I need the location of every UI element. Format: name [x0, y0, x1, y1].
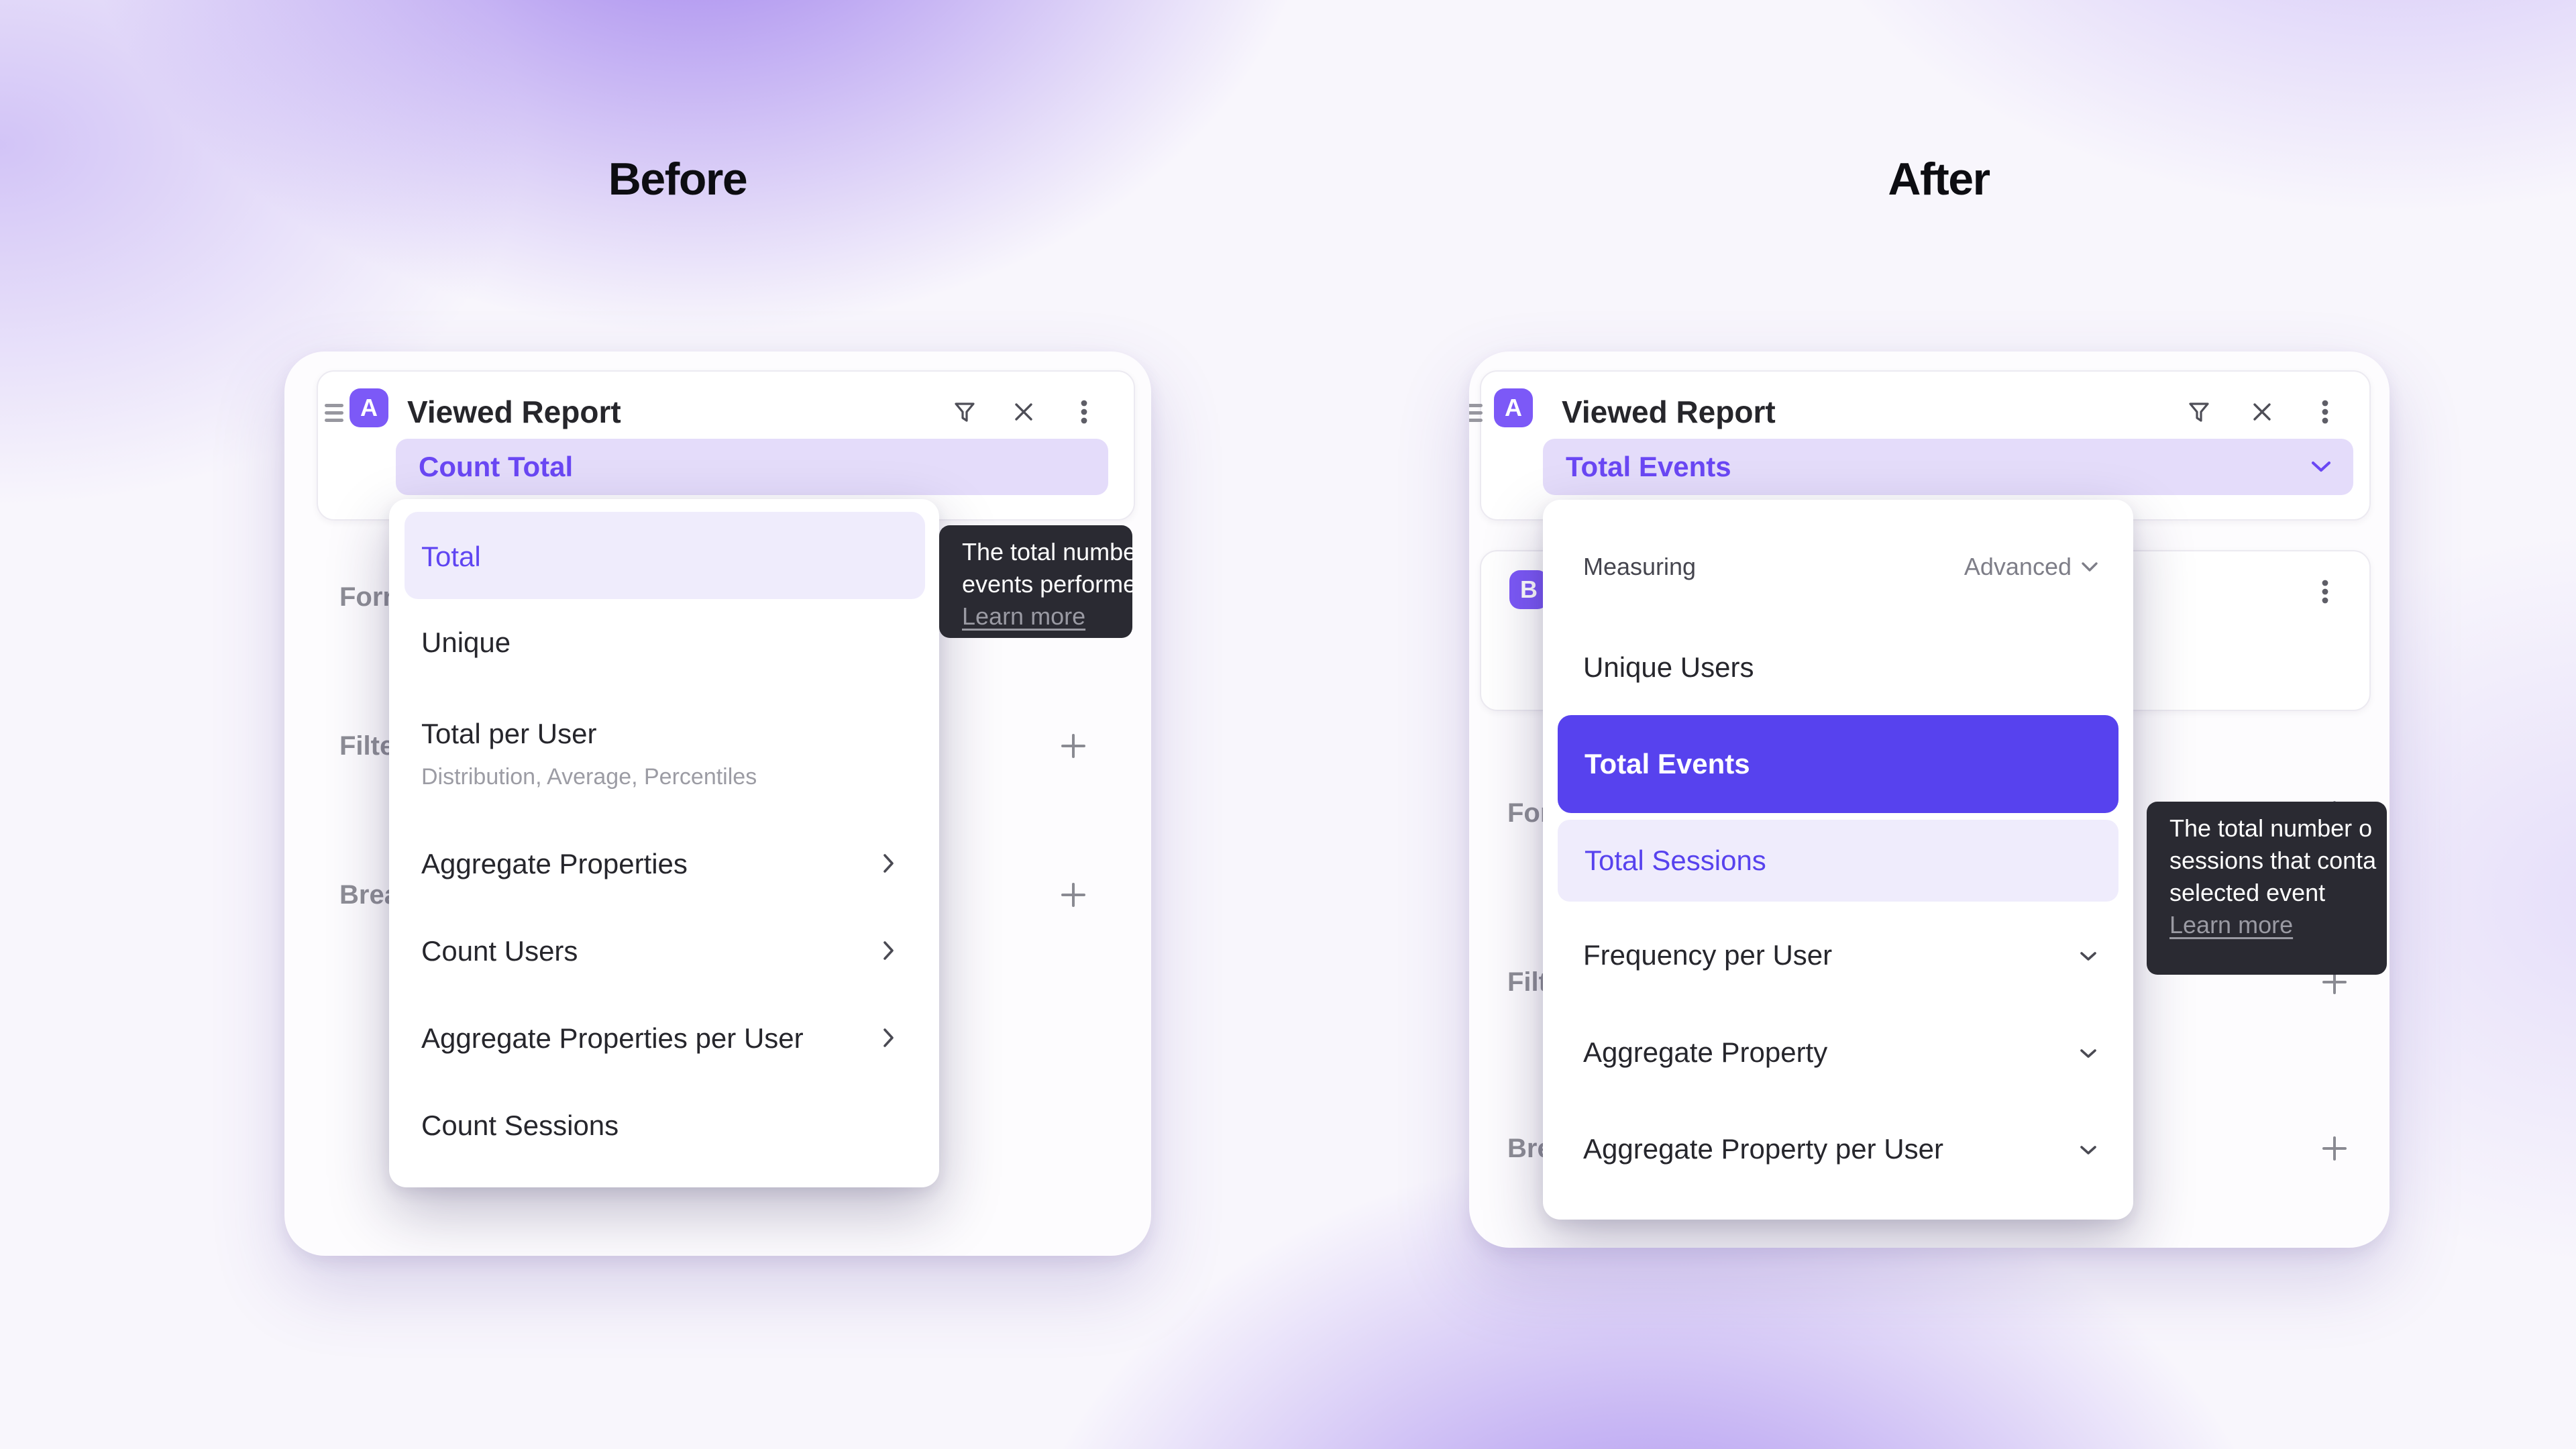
- chevron-right-icon: [883, 853, 895, 873]
- event-badge: A: [1494, 388, 1533, 427]
- filter-icon[interactable]: [949, 396, 981, 428]
- menu-item-total-events-selected[interactable]: Total Events: [1558, 715, 2118, 813]
- chevron-down-icon: [2310, 460, 2332, 477]
- kebab-menu-icon[interactable]: [2309, 396, 2341, 428]
- event-card-a: A Viewed Report Count Total: [317, 370, 1135, 521]
- event-badge: A: [350, 388, 388, 427]
- before-heading: Before: [608, 154, 748, 205]
- menu-item-frequency-per-user[interactable]: Frequency per User: [1583, 939, 1833, 971]
- event-metric-pill[interactable]: Total Events: [1543, 439, 2353, 495]
- close-icon[interactable]: [1008, 396, 1040, 428]
- event-card-a: A Viewed Report Total Events: [1469, 370, 2371, 521]
- chevron-down-icon: [2079, 1144, 2098, 1157]
- menu-item-count-users[interactable]: Count Users: [421, 935, 578, 967]
- add-filter-button[interactable]: [2320, 967, 2349, 997]
- after-panel: A Viewed Report Total Events B Forr Filt…: [1469, 352, 2390, 1248]
- chevron-right-icon: [883, 1028, 895, 1048]
- menu-item-aggregate-properties[interactable]: Aggregate Properties: [421, 848, 688, 879]
- learn-more-link[interactable]: Learn more: [2169, 911, 2294, 938]
- total-tooltip: The total number events performed Learn …: [939, 525, 1132, 638]
- measuring-label: Measuring: [1583, 553, 1697, 580]
- event-metric-label: Total Events: [1566, 451, 1731, 482]
- menu-item-total-sessions-label: Total Sessions: [1585, 845, 1766, 876]
- section-label-formula: Forr: [339, 582, 393, 612]
- filter-icon[interactable]: [2183, 396, 2215, 428]
- menu-item-total-highlight: [405, 512, 925, 599]
- event-metric-label: Count Total: [419, 451, 574, 482]
- chevron-down-icon: [2079, 1048, 2098, 1060]
- section-label-filter: Filte: [339, 731, 395, 761]
- kebab-menu-icon[interactable]: [2309, 576, 2341, 608]
- menu-item-aggregate-property[interactable]: Aggregate Property: [1583, 1036, 1828, 1068]
- menu-item-aggregate-properties-per-user[interactable]: Aggregate Properties per User: [421, 1022, 804, 1054]
- event-title: Viewed Report: [407, 394, 621, 429]
- menu-item-total[interactable]: Total: [421, 541, 481, 572]
- drag-handle-icon[interactable]: [1469, 400, 1484, 426]
- advanced-mode-selector[interactable]: Advanced: [1964, 550, 2098, 584]
- menu-item-total-per-user-subtitle: Distribution, Average, Percentiles: [421, 764, 757, 790]
- tooltip-text-line: selected event: [2169, 879, 2326, 906]
- tooltip-arrow: [2147, 842, 2148, 865]
- add-filter-button[interactable]: [1059, 731, 1088, 761]
- tooltip-arrow: [939, 549, 941, 572]
- advanced-mode-label: Advanced: [1964, 553, 2072, 580]
- tooltip-text-line: The total number o: [2169, 814, 2373, 842]
- menu-item-aggregate-property-per-user[interactable]: Aggregate Property per User: [1583, 1133, 1943, 1165]
- measurement-dropdown: Total Unique Total per User Distribution…: [389, 499, 939, 1187]
- chevron-down-icon: [2079, 951, 2098, 963]
- kebab-menu-icon[interactable]: [1068, 396, 1100, 428]
- close-icon[interactable]: [2246, 396, 2278, 428]
- event-badge: B: [1509, 570, 1548, 609]
- add-breakdown-button[interactable]: [2320, 1134, 2349, 1163]
- menu-item-unique[interactable]: Unique: [421, 627, 511, 658]
- add-breakdown-button[interactable]: [1059, 880, 1088, 910]
- menu-item-total-events-label: Total Events: [1585, 748, 1750, 780]
- total-sessions-tooltip: The total number o sessions that conta s…: [2147, 802, 2387, 975]
- before-panel: A Viewed Report Count Total Forr Filte B…: [284, 352, 1151, 1256]
- event-metric-pill[interactable]: Count Total: [396, 439, 1108, 495]
- drag-handle-icon[interactable]: [325, 400, 345, 426]
- menu-item-unique-users[interactable]: Unique Users: [1583, 651, 1754, 683]
- event-title: Viewed Report: [1562, 394, 1776, 429]
- menu-item-total-sessions[interactable]: Total Sessions: [1558, 820, 2118, 902]
- after-heading: After: [1888, 154, 1990, 205]
- tooltip-text-line: sessions that conta: [2169, 847, 2377, 874]
- chevron-right-icon: [883, 941, 895, 961]
- menu-item-count-sessions[interactable]: Count Sessions: [421, 1110, 619, 1141]
- tooltip-text-line: events performed: [962, 570, 1132, 598]
- tooltip-text-line: The total number: [962, 538, 1132, 566]
- measuring-dropdown: Measuring Advanced Unique Users Total Ev…: [1543, 500, 2133, 1220]
- menu-item-total-per-user[interactable]: Total per User: [421, 718, 597, 749]
- learn-more-link[interactable]: Learn more: [962, 602, 1086, 630]
